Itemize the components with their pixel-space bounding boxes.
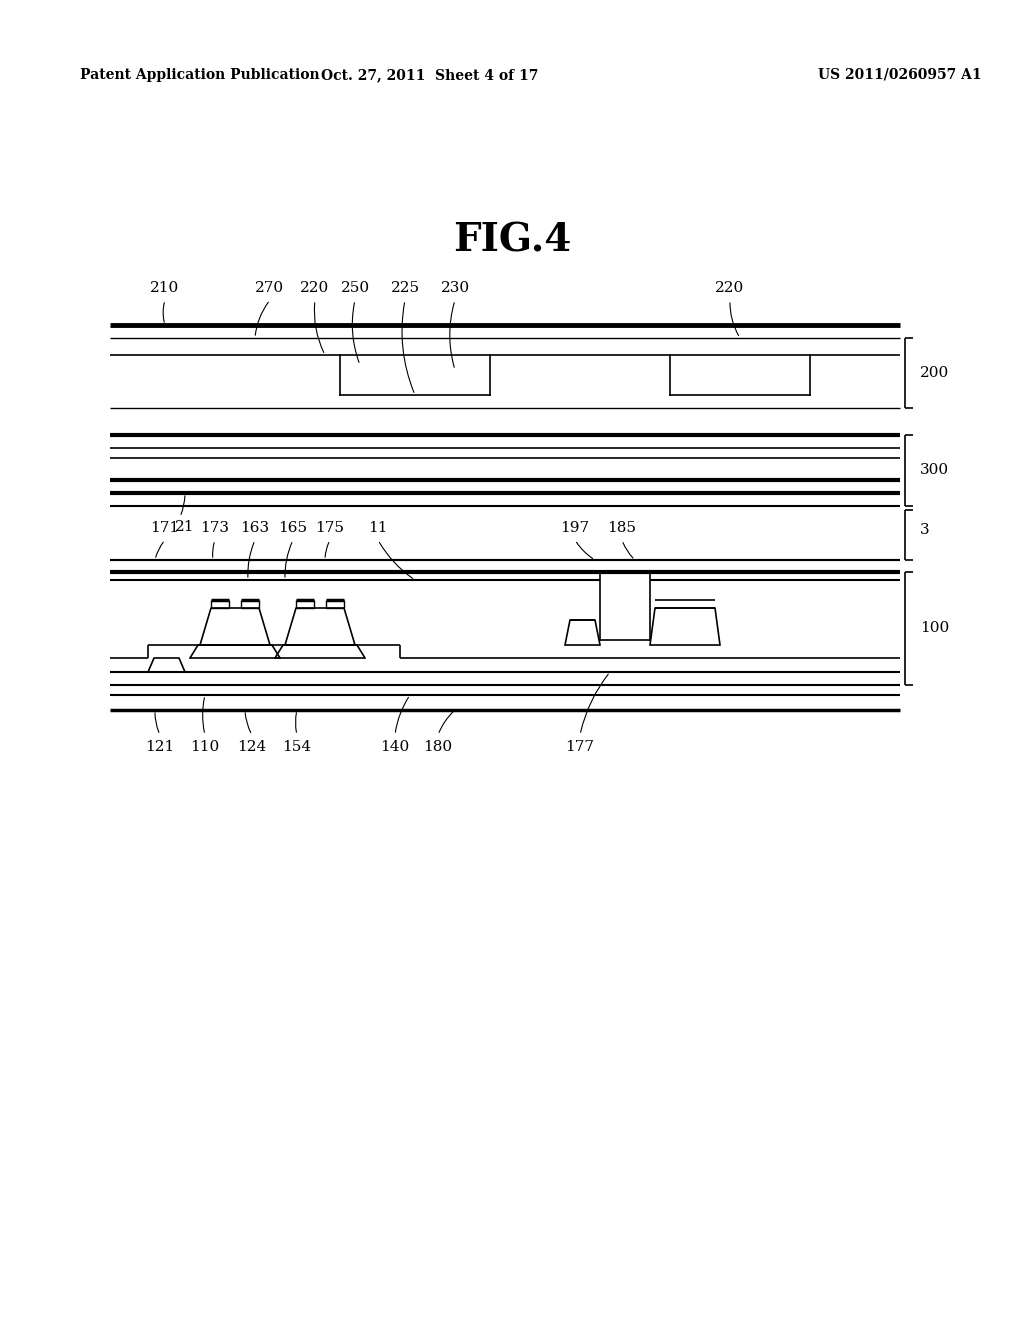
Text: 11: 11 bbox=[369, 521, 388, 535]
Text: 110: 110 bbox=[190, 741, 219, 754]
Text: 165: 165 bbox=[279, 521, 307, 535]
Text: 225: 225 bbox=[390, 281, 420, 294]
Text: 250: 250 bbox=[340, 281, 370, 294]
Text: 220: 220 bbox=[716, 281, 744, 294]
Text: 177: 177 bbox=[565, 741, 595, 754]
Text: Patent Application Publication: Patent Application Publication bbox=[80, 69, 319, 82]
Text: 210: 210 bbox=[151, 281, 179, 294]
Text: US 2011/0260957 A1: US 2011/0260957 A1 bbox=[818, 69, 982, 82]
Text: 200: 200 bbox=[920, 366, 949, 380]
Text: 124: 124 bbox=[238, 741, 266, 754]
Text: 173: 173 bbox=[201, 521, 229, 535]
Text: FIG.4: FIG.4 bbox=[453, 220, 571, 259]
Text: 185: 185 bbox=[607, 521, 637, 535]
Text: Oct. 27, 2011  Sheet 4 of 17: Oct. 27, 2011 Sheet 4 of 17 bbox=[322, 69, 539, 82]
Text: 230: 230 bbox=[440, 281, 470, 294]
Text: 300: 300 bbox=[920, 463, 949, 477]
Text: 121: 121 bbox=[145, 741, 175, 754]
Text: 154: 154 bbox=[283, 741, 311, 754]
Text: 220: 220 bbox=[300, 281, 330, 294]
Text: 3: 3 bbox=[920, 523, 930, 537]
Text: 270: 270 bbox=[255, 281, 285, 294]
Text: 100: 100 bbox=[920, 620, 949, 635]
Text: 175: 175 bbox=[315, 521, 344, 535]
Text: 21: 21 bbox=[175, 520, 195, 535]
Text: 180: 180 bbox=[424, 741, 453, 754]
Text: 163: 163 bbox=[241, 521, 269, 535]
Text: 140: 140 bbox=[380, 741, 410, 754]
Text: 171: 171 bbox=[151, 521, 179, 535]
Text: 197: 197 bbox=[560, 521, 590, 535]
